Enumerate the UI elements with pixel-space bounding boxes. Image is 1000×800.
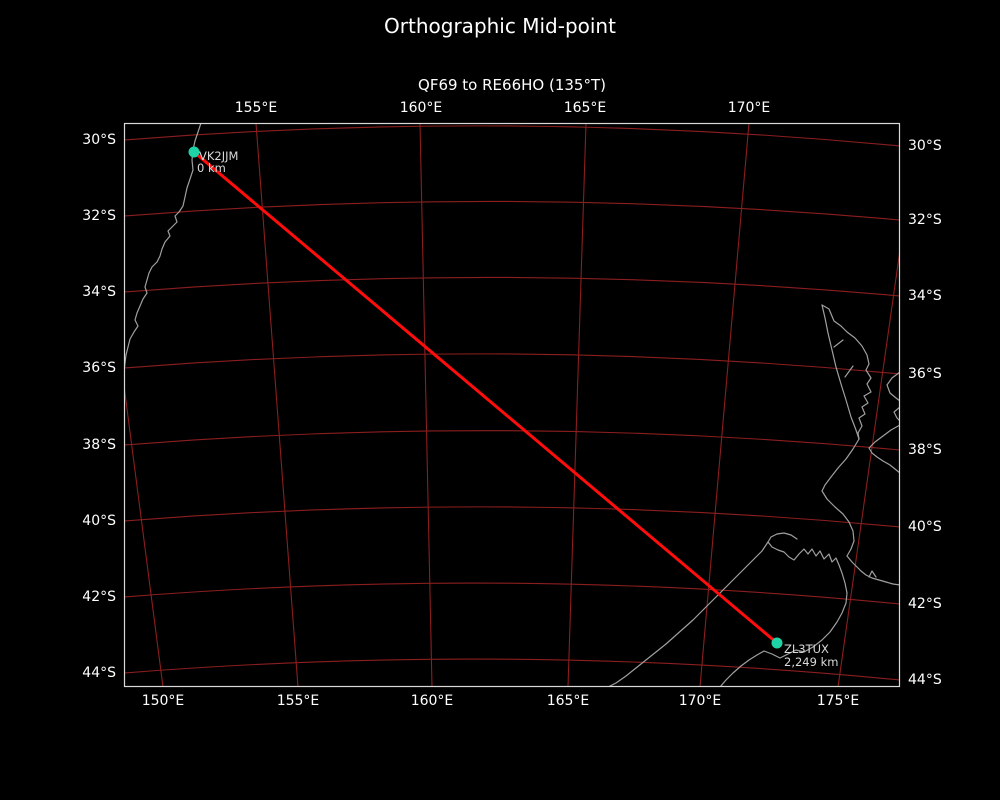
parallel-32s (124, 200, 900, 221)
parallel-42s (124, 582, 900, 605)
lat-tick-left-36s: 36°S (82, 360, 116, 376)
coastline-nz-northland-west (821, 304, 860, 440)
map-subtitle: QF69 to RE66HO (135°T) (418, 76, 606, 94)
lat-tick-left-30s: 30°S (82, 132, 116, 148)
lat-tick-right-42s: 42°S (908, 596, 942, 612)
coastline-nz-wellington-harbour (868, 570, 877, 578)
lon-tick-top-155e: 155°E (234, 100, 278, 116)
lat-tick-left-42s: 42°S (82, 589, 116, 605)
parallel-34s (124, 276, 900, 297)
marker-zl3tux-distance: 2,249 km (784, 655, 838, 669)
coastline-nz-coromandel (886, 371, 900, 402)
lat-tick-right-38s: 38°S (908, 442, 942, 458)
coastline-nz-hauraki-firth (868, 424, 900, 474)
marker-vk2jjm-callsign: VK2JJM (199, 149, 238, 163)
lon-tick-bottom-155e: 155°E (276, 693, 320, 709)
coastline-nz-north-island (821, 304, 900, 586)
meridian-175e (837, 245, 900, 687)
lon-tick-top-165e: 165°E (563, 100, 607, 116)
lat-tick-right-32s: 32°S (908, 212, 942, 228)
lat-tick-right-44s: 44°S (908, 672, 942, 688)
lat-tick-left-32s: 32°S (82, 208, 116, 224)
parallel-30s (124, 125, 900, 147)
meridian-160e (419, 123, 433, 687)
coastline-nz-south-island-east (719, 541, 848, 687)
parallel-38s (124, 430, 900, 451)
lat-tick-right-36s: 36°S (908, 366, 942, 382)
lat-tick-right-34s: 34°S (908, 288, 942, 304)
coastline-australia (124, 123, 202, 396)
coastline-nz-harbour-inlet-2 (844, 365, 854, 378)
lat-tick-left-44s: 44°S (82, 665, 116, 681)
meridian-155e (255, 123, 299, 687)
lon-tick-bottom-160e: 160°E (410, 693, 454, 709)
marker-vk2jjm-distance: 0 km (197, 161, 226, 175)
coastline-nz-coromandel-2 (893, 406, 900, 422)
meridian-150e (124, 381, 164, 687)
lon-tick-bottom-170e: 170°E (678, 693, 722, 709)
coastline-nz-harbour-inlet-1 (833, 339, 844, 348)
parallel-44s (124, 658, 900, 681)
lat-tick-left-34s: 34°S (82, 284, 116, 300)
lon-tick-top-170e: 170°E (727, 100, 771, 116)
great-circle-path (192, 150, 779, 645)
coastlines (124, 123, 900, 687)
figure-title: Orthographic Mid-point (384, 14, 616, 38)
meridian-170e (699, 123, 750, 687)
lon-tick-top-160e: 160°E (399, 100, 443, 116)
lat-tick-left-40s: 40°S (82, 513, 116, 529)
parallel-40s (124, 506, 900, 528)
parallel-36s (124, 353, 900, 375)
lon-tick-bottom-150e: 150°E (141, 693, 185, 709)
coastline-nz-south-island-west (607, 532, 798, 687)
meridian-165e (567, 123, 587, 687)
lon-tick-bottom-165e: 165°E (546, 693, 590, 709)
lon-tick-bottom-175e: 175°E (816, 693, 860, 709)
map-frame (123, 122, 901, 688)
graticule (124, 123, 900, 687)
marker-zl3tux (771, 637, 783, 649)
marker-zl3tux-callsign: ZL3TUX (784, 642, 829, 656)
lat-tick-right-30s: 30°S (908, 138, 942, 154)
lat-tick-right-40s: 40°S (908, 519, 942, 535)
lat-tick-left-38s: 38°S (82, 437, 116, 453)
marker-vk2jjm (188, 146, 200, 158)
